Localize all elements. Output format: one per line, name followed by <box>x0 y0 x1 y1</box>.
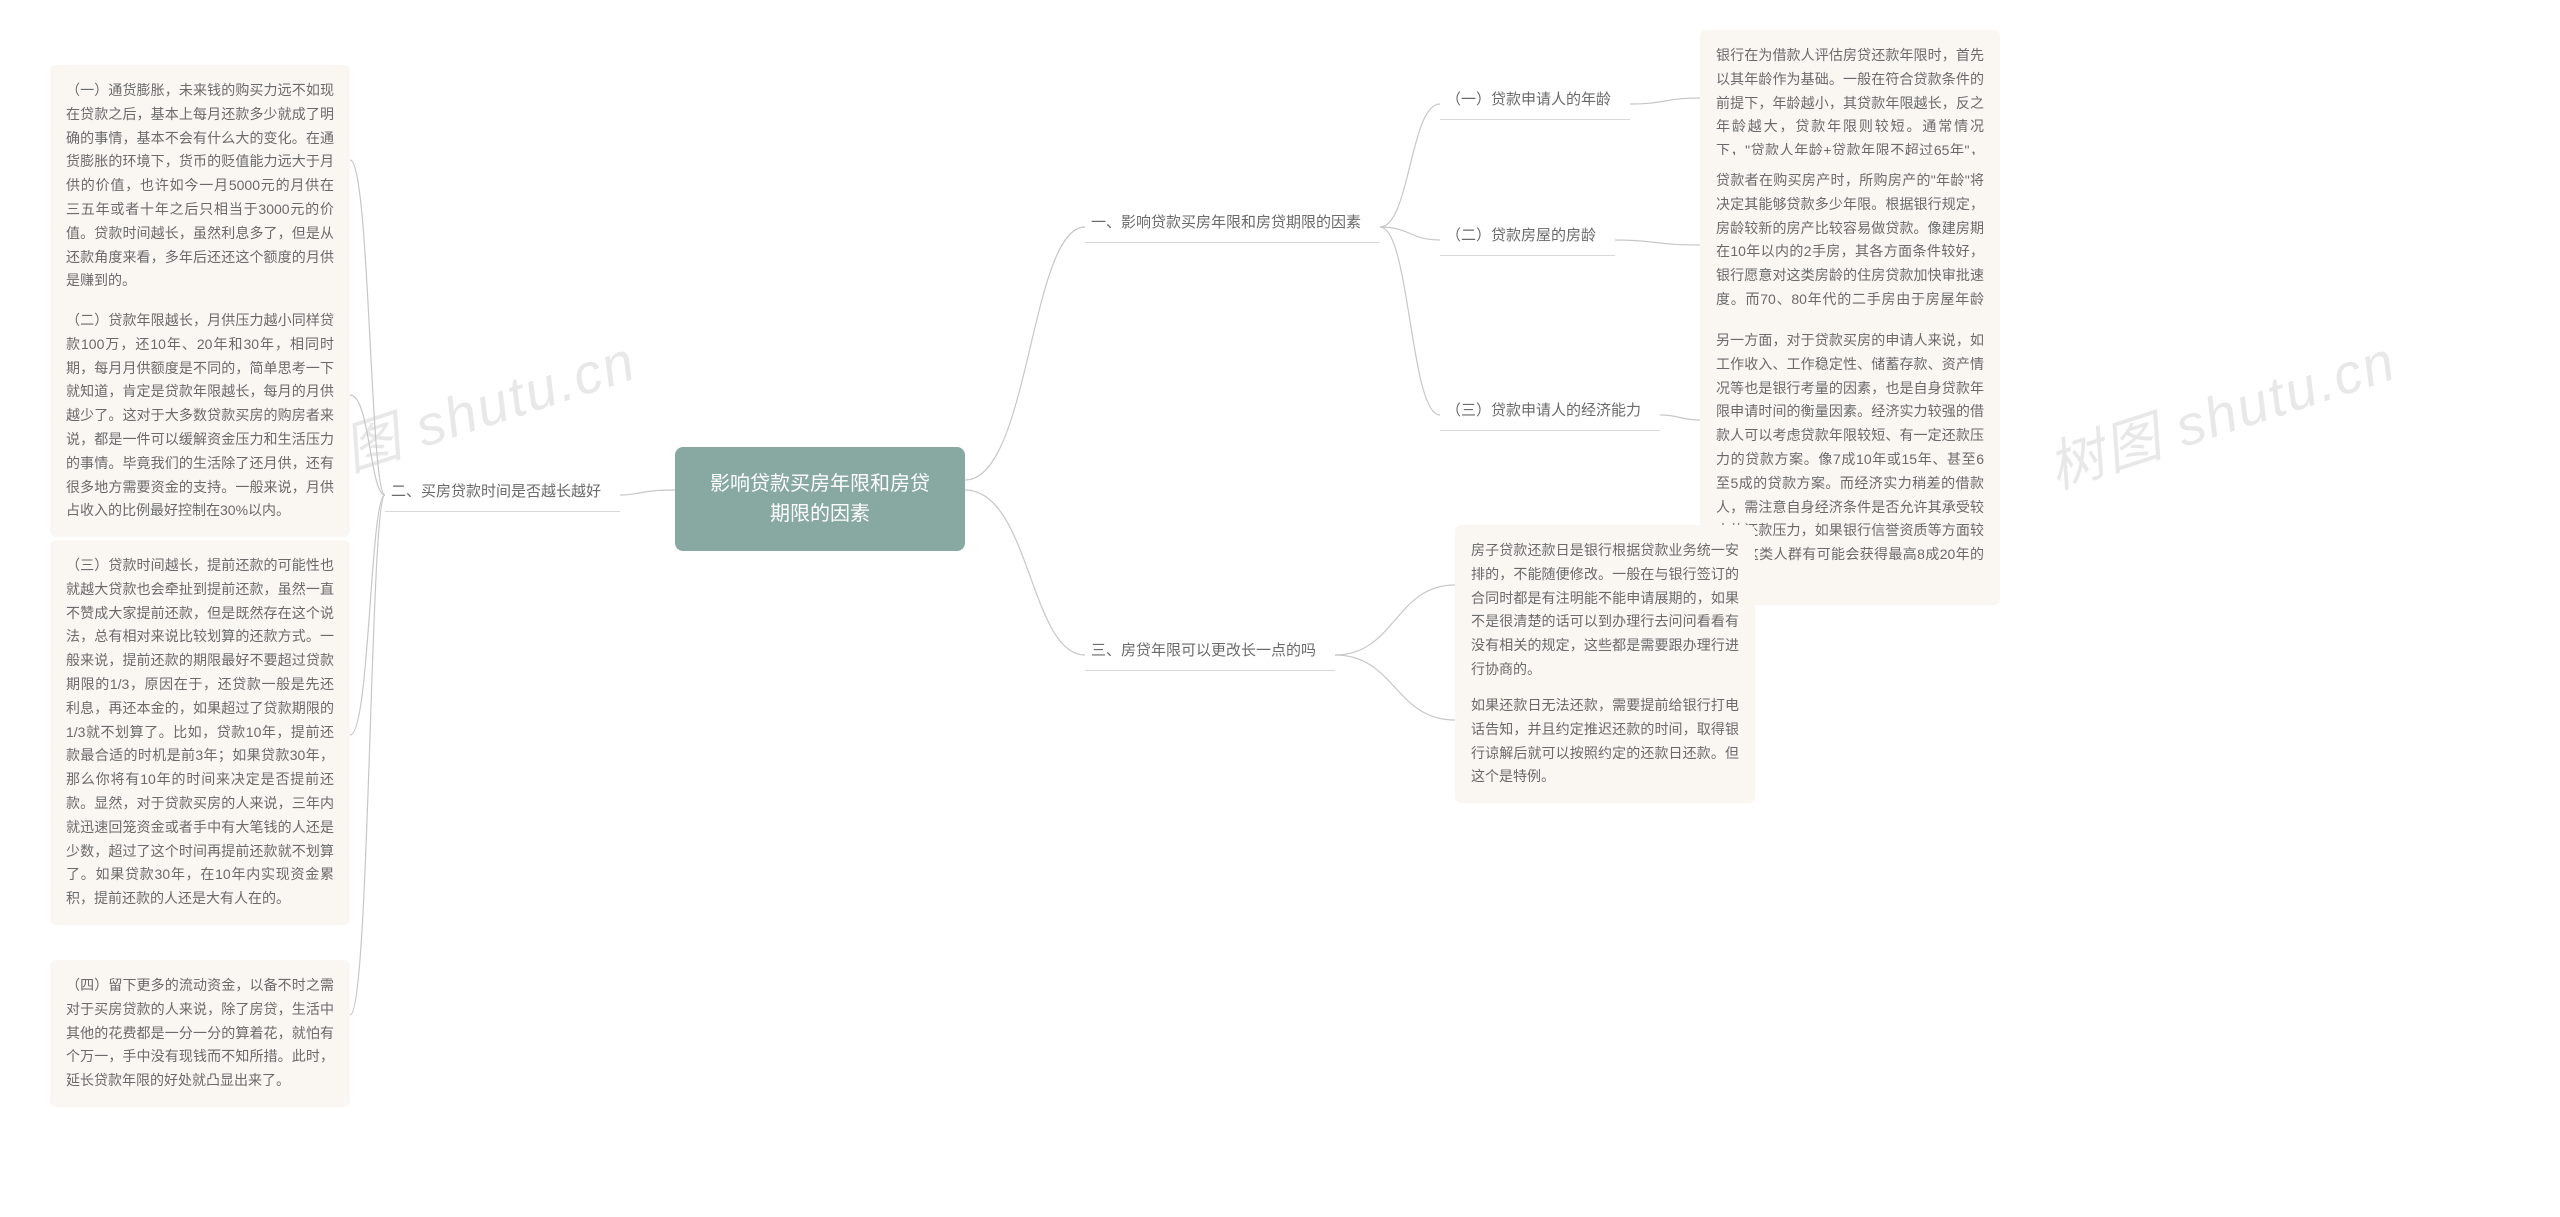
sub-1-1: （一）贷款申请人的年龄 <box>1440 84 1630 120</box>
branch-section-1: 一、影响贷款买房年限和房贷期限的因素 <box>1085 207 1380 243</box>
sub-label: （二）贷款房屋的房龄 <box>1446 227 1596 244</box>
leaf-text: （四）留下更多的流动资金，以备不时之需对于买房贷款的人来说，除了房贷，生活中其他… <box>66 977 334 1088</box>
mindmap-connectors <box>0 0 2560 1217</box>
leaf-text: 另一方面，对于贷款买房的申请人来说，如工作收入、工作稳定性、储蓄存款、资产情况等… <box>1716 332 1984 586</box>
center-text: 影响贷款买房年限和房贷期限的因素 <box>710 473 930 525</box>
leaf-2-2: （二）贷款年限越长，月供压力越小同样贷款100万，还10年、20年和30年，相同… <box>50 295 350 537</box>
branch-label: 三、房贷年限可以更改长一点的吗 <box>1091 642 1316 659</box>
leaf-text: （三）贷款时间越长，提前还款的可能性也就越大贷款也会牵扯到提前还款，虽然一直不赞… <box>66 557 334 906</box>
leaf-text: （二）贷款年限越长，月供压力越小同样贷款100万，还10年、20年和30年，相同… <box>66 312 334 518</box>
watermark: 树图 shutu.cn <box>2036 316 2405 505</box>
sub-label: （一）贷款申请人的年龄 <box>1446 91 1611 108</box>
leaf-3-2: 如果还款日无法还款，需要提前给银行打电话告知，并且约定推迟还款的时间，取得银行谅… <box>1455 680 1755 803</box>
branch-section-2: 二、买房贷款时间是否越长越好 <box>385 476 620 512</box>
leaf-text: 房子贷款还款日是银行根据贷款业务统一安排的，不能随便修改。一般在与银行签订的合同… <box>1471 542 1739 677</box>
leaf-text: 如果还款日无法还款，需要提前给银行打电话告知，并且约定推迟还款的时间，取得银行谅… <box>1471 697 1739 784</box>
branch-label: 一、影响贷款买房年限和房贷期限的因素 <box>1091 214 1361 231</box>
leaf-3-1: 房子贷款还款日是银行根据贷款业务统一安排的，不能随便修改。一般在与银行签订的合同… <box>1455 525 1755 696</box>
sub-1-3: （三）贷款申请人的经济能力 <box>1440 395 1660 431</box>
leaf-2-3: （三）贷款时间越长，提前还款的可能性也就越大贷款也会牵扯到提前还款，虽然一直不赞… <box>50 540 350 925</box>
leaf-2-4: （四）留下更多的流动资金，以备不时之需对于买房贷款的人来说，除了房贷，生活中其他… <box>50 960 350 1107</box>
sub-1-2: （二）贷款房屋的房龄 <box>1440 220 1615 256</box>
branch-label: 二、买房贷款时间是否越长越好 <box>391 483 601 500</box>
sub-label: （三）贷款申请人的经济能力 <box>1446 402 1641 419</box>
branch-section-3: 三、房贷年限可以更改长一点的吗 <box>1085 635 1335 671</box>
leaf-2-1: （一）通货膨胀，未来钱的购买力远不如现在贷款之后，基本上每月还款多少就成了明确的… <box>50 65 350 307</box>
center-node: 影响贷款买房年限和房贷期限的因素 <box>675 447 965 551</box>
leaf-text: （一）通货膨胀，未来钱的购买力远不如现在贷款之后，基本上每月还款多少就成了明确的… <box>66 82 334 288</box>
